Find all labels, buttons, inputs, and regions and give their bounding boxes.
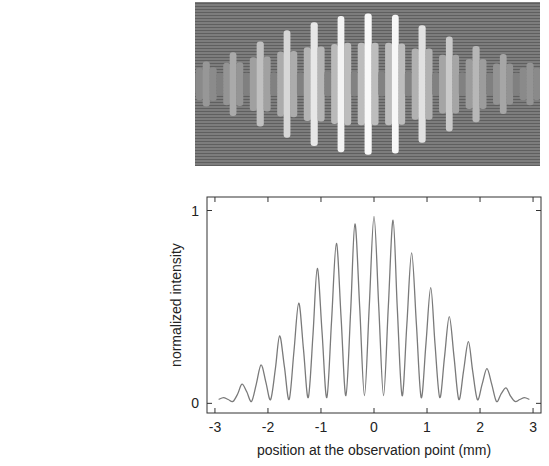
fringe-strip (533, 68, 540, 101)
plot-frame (207, 197, 541, 413)
fringe-strip (493, 63, 500, 104)
fringe-strip (257, 42, 264, 127)
photo-background (195, 2, 540, 166)
fringe-strip (405, 72, 412, 97)
fringe-strip (500, 54, 507, 114)
figure: -3 -2 -1 0 1 2 3 0 1 position at the observation … (0, 0, 549, 466)
fringe-strip (446, 37, 453, 132)
y-tick (536, 210, 541, 211)
fringe-strip (264, 57, 271, 112)
fringe-strip (277, 52, 284, 117)
fringe-strip (439, 55, 446, 114)
fringe-strip (459, 72, 466, 96)
fringe-strip (398, 43, 405, 124)
fringe-strip (513, 73, 520, 96)
fringe-strip (479, 59, 486, 109)
y-tick (207, 210, 212, 211)
x-tick (480, 408, 481, 413)
fringe-strip (344, 43, 351, 126)
fringe-strip (412, 48, 419, 119)
x-tick (267, 408, 268, 413)
y-tick (536, 403, 541, 404)
fringe-strip (338, 16, 345, 152)
y-tick-label: 0 (191, 395, 199, 411)
fringe-strip (358, 43, 365, 126)
x-tick (427, 197, 428, 202)
x-tick-label: 2 (476, 419, 484, 435)
fringe-strip (223, 63, 230, 106)
x-tick-label: -1 (315, 419, 328, 435)
fringe-strip (419, 25, 426, 143)
fringe-strip (385, 43, 392, 126)
x-tick (320, 197, 321, 202)
x-tick (533, 408, 534, 413)
fringe-strip (432, 72, 439, 96)
fringe-photo (195, 2, 540, 166)
fringe-strip (466, 59, 473, 109)
fringe-strip (371, 43, 378, 126)
x-tick (533, 197, 534, 202)
x-tick (214, 408, 215, 413)
fringe-strip (297, 72, 304, 96)
fringe-strip (324, 72, 331, 97)
y-tick (207, 403, 212, 404)
y-axis-title: normalized intensity (168, 243, 184, 367)
fringe-strip (506, 63, 513, 104)
fringe-strip (196, 68, 203, 101)
fringe-strip (365, 13, 372, 154)
x-axis-title: position at the observation point (mm) (257, 442, 491, 458)
fringe-strip (351, 72, 358, 97)
x-tick (374, 197, 375, 202)
fringe-strip (526, 63, 533, 106)
fringe-strip (304, 47, 311, 121)
x-tick-label: -2 (262, 419, 275, 435)
fringe-strip (486, 73, 493, 96)
fringe-strip (243, 73, 250, 96)
fringe-strip (473, 46, 480, 122)
fringe-strip (392, 15, 399, 154)
x-tick (320, 408, 321, 413)
fringe-strip (378, 72, 385, 97)
x-tick-label: -3 (209, 419, 222, 435)
fringe-strip (317, 47, 324, 122)
fringe-strip (311, 22, 318, 146)
x-tick (267, 197, 268, 202)
fringe-strip (270, 72, 277, 96)
data-group (219, 216, 530, 401)
intensity-line (219, 216, 530, 401)
fringe-strip (230, 52, 237, 116)
fringe-strip (520, 68, 527, 101)
x-tick (427, 408, 428, 413)
x-tick (374, 408, 375, 413)
fringe-strip (290, 51, 297, 117)
x-tick-label: 3 (529, 419, 537, 435)
x-tick-label: 1 (423, 419, 431, 435)
fringe-strip (210, 67, 217, 101)
x-tick (480, 197, 481, 202)
y-tick-label: 1 (191, 203, 199, 219)
fringe-strip (203, 62, 210, 107)
fringe-strip (236, 62, 243, 106)
fringe-strip (452, 55, 459, 114)
fringe-strip (284, 30, 291, 138)
fringe-strip (331, 44, 338, 124)
x-tick-label: 0 (370, 419, 378, 435)
fringe-strip (250, 57, 257, 111)
fringe-strip (216, 73, 223, 96)
fringe-strip (425, 48, 432, 119)
x-tick (214, 197, 215, 202)
